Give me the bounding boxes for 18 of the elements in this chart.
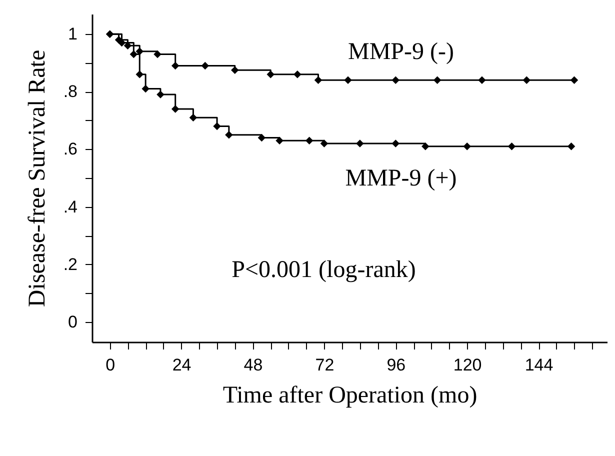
- x-tick-label: 0: [106, 356, 116, 374]
- x-tick-label: 72: [315, 356, 334, 374]
- y-tick-label: .6: [63, 140, 78, 159]
- x-tick-label: 48: [244, 356, 263, 374]
- y-tick-label: .2: [63, 254, 78, 274]
- x-tick-label: 144: [524, 356, 554, 374]
- x-axis-title: Time after Operation (mo): [222, 382, 478, 408]
- y-tick-label: 1: [68, 24, 78, 44]
- x-tick-label: 24: [172, 356, 192, 374]
- y-tick-label: 0: [68, 312, 78, 332]
- y-tick-label: .8: [63, 82, 78, 102]
- y-tick-label: .4: [63, 197, 78, 216]
- x-tick-label: 96: [386, 356, 406, 374]
- annotation: P<0.001 (log-rank): [232, 256, 416, 283]
- series-label: MMP-9 (-): [348, 39, 454, 66]
- series-label: MMP-9 (+): [345, 165, 457, 192]
- x-tick-label: 120: [453, 356, 482, 374]
- y-axis-title: Disease-free Survival Rate: [24, 50, 50, 308]
